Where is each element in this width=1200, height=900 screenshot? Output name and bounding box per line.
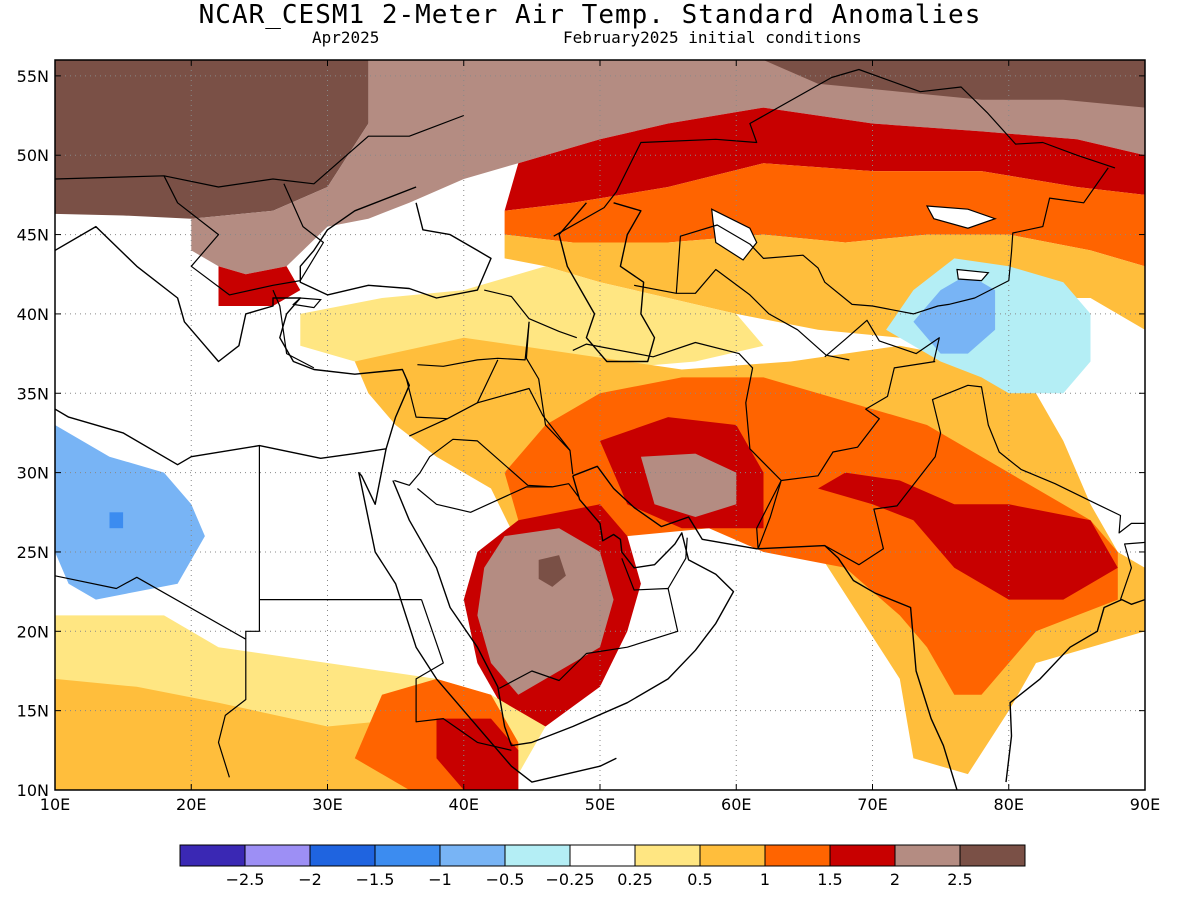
lake-outline <box>956 268 990 282</box>
initial-conditions-label: February2025 initial conditions <box>563 28 862 47</box>
country-border <box>824 384 1145 566</box>
lon-tick-label: 60E <box>721 795 751 814</box>
country-border <box>55 114 465 188</box>
lat-tick-label: 45N <box>17 226 49 245</box>
anomaly-region-15 <box>818 472 1118 600</box>
lat-tick-label: 50N <box>17 146 49 165</box>
map-title: NCAR_CESM1 2-Meter Air Temp. Standard An… <box>198 0 982 30</box>
country-border <box>633 268 850 361</box>
colorbar-label: −1 <box>428 870 452 889</box>
anomaly-shading <box>55 60 1145 790</box>
colorbar-swatch <box>829 844 896 867</box>
coastline <box>55 225 410 466</box>
anomaly-region-17 <box>109 512 124 529</box>
lon-tick-label: 50E <box>585 795 615 814</box>
colorbar-swatch <box>699 844 766 867</box>
country-border <box>675 167 1109 315</box>
anomaly-region-2 <box>763 60 1145 108</box>
country-border <box>409 418 448 437</box>
country-border <box>417 486 553 513</box>
colorbar-swatch <box>504 844 571 867</box>
country-border <box>572 341 782 549</box>
country-border <box>415 599 512 751</box>
lon-tick-label: 40E <box>449 795 479 814</box>
country-border <box>553 68 1116 237</box>
country-border <box>217 639 247 778</box>
lat-tick-label: 40N <box>17 305 49 324</box>
anomaly-region-7 <box>300 266 764 370</box>
anomaly-region-3 <box>504 107 1145 211</box>
anomaly-region-11 <box>640 453 737 517</box>
colorbar-label: −2.5 <box>226 870 265 889</box>
country-border <box>757 360 936 550</box>
lon-tick-label: 70E <box>857 795 887 814</box>
colorbar-label: 1.5 <box>817 870 842 889</box>
colorbar-swatch <box>894 844 961 867</box>
lat-tick-label: 25N <box>17 543 49 562</box>
country-border <box>417 321 530 367</box>
coastlines-and-borders <box>55 68 1145 790</box>
colorbar: −2.5 −2 −1.5 −1 −0.5 −0.25 0.25 0.5 1 1.5 2 2.5 <box>179 844 1026 889</box>
country-border <box>163 175 324 296</box>
country-border <box>525 321 571 451</box>
colorbar-swatch <box>439 844 506 867</box>
country-border <box>477 387 574 475</box>
colorbar-swatch <box>634 844 701 867</box>
colorbar-label: −0.25 <box>545 870 594 889</box>
country-border <box>245 445 260 640</box>
lat-tick-label: 35N <box>17 384 49 403</box>
axis-ticks: 10E 20E 30E 40E 50E 60E 70E 80E 90E 10N 15N 20N 25N 3… <box>17 60 1160 814</box>
colorbar-label: 0.5 <box>687 870 712 889</box>
valid-month-label: Apr2025 <box>312 28 380 47</box>
country-border <box>272 289 315 369</box>
colorbar-label: 2.5 <box>947 870 972 889</box>
country-border <box>498 558 679 689</box>
anomaly-region-19 <box>913 274 996 354</box>
country-border <box>824 319 940 362</box>
lat-tick-label: 55N <box>17 67 49 86</box>
colorbar-label: 0.25 <box>617 870 653 889</box>
colorbar-label: −0.5 <box>486 870 525 889</box>
anomaly-region-16 <box>55 425 205 600</box>
colorbar-swatch <box>309 844 376 867</box>
lat-lon-grid <box>55 60 1145 790</box>
lon-tick-label: 30E <box>312 795 342 814</box>
lon-tick-label: 90E <box>1130 795 1160 814</box>
anomaly-region-1 <box>191 60 1145 275</box>
anomaly-region-13 <box>477 528 614 695</box>
colorbar-swatch <box>244 844 311 867</box>
anomaly-region-14 <box>538 555 566 587</box>
country-border <box>1119 541 1145 600</box>
colorbar-swatch <box>764 844 831 867</box>
colorbar-label: 2 <box>890 870 900 889</box>
coastline <box>558 202 656 363</box>
colorbar-label: −1.5 <box>356 870 395 889</box>
colorbar-swatch <box>179 844 246 867</box>
colorbar-swatch <box>959 844 1026 867</box>
lat-tick-label: 30N <box>17 464 49 483</box>
lat-tick-label: 20N <box>17 622 49 641</box>
colorbar-label: −2 <box>298 870 322 889</box>
lon-tick-label: 10E <box>40 795 70 814</box>
lon-tick-label: 20E <box>176 795 206 814</box>
anomaly-region-5 <box>504 163 1145 267</box>
country-border <box>667 537 688 589</box>
anomaly-region-4 <box>218 266 301 306</box>
lat-tick-label: 10N <box>17 781 49 800</box>
lat-tick-label: 15N <box>17 702 49 721</box>
colorbar-swatch <box>374 844 441 867</box>
lon-tick-label: 80E <box>994 795 1024 814</box>
country-border <box>394 438 579 497</box>
coastline <box>1005 598 1145 783</box>
coastline <box>392 475 735 747</box>
country-border <box>484 289 578 339</box>
anomaly-region-23 <box>436 718 519 790</box>
country-border <box>55 575 247 640</box>
anomaly-region-0 <box>55 60 369 219</box>
colorbar-swatch <box>569 844 636 867</box>
colorbar-label: 1 <box>760 870 770 889</box>
lake-outline <box>925 205 997 229</box>
coastline <box>358 448 617 783</box>
